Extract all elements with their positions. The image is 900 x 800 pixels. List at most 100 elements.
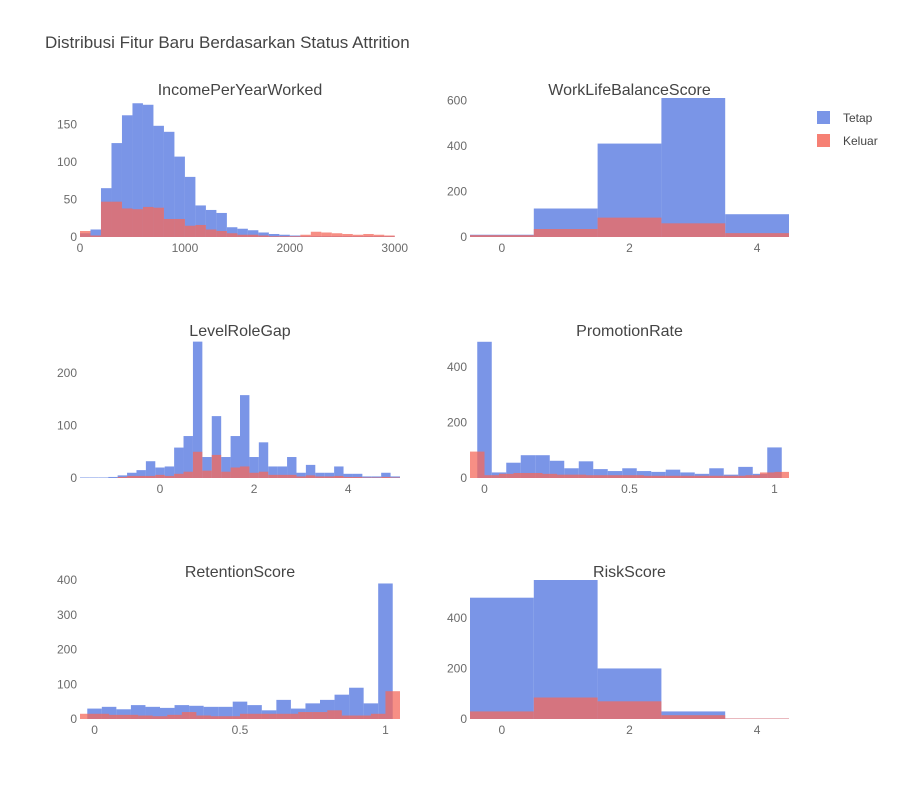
histogram-bar[interactable]	[249, 472, 259, 478]
histogram-bar[interactable]	[184, 176, 196, 237]
histogram-bar[interactable]	[164, 475, 175, 478]
histogram-bar[interactable]	[127, 472, 137, 478]
histogram-bar[interactable]	[205, 209, 217, 237]
histogram-bar[interactable]	[343, 476, 353, 478]
histogram-bar[interactable]	[661, 715, 726, 719]
histogram-bar[interactable]	[327, 710, 342, 719]
histogram-bar[interactable]	[221, 457, 231, 478]
histogram-bar[interactable]	[477, 341, 492, 478]
histogram-bar[interactable]	[268, 236, 280, 237]
histogram-bar[interactable]	[324, 472, 335, 478]
histogram-bar[interactable]	[381, 476, 391, 478]
histogram-bar[interactable]	[226, 227, 238, 237]
histogram-bar[interactable]	[142, 206, 154, 237]
histogram-bar[interactable]	[155, 474, 165, 478]
histogram-bar[interactable]	[183, 436, 193, 478]
histogram-bar[interactable]	[174, 218, 185, 237]
histogram-bar[interactable]	[520, 455, 536, 478]
histogram-bar[interactable]	[725, 214, 789, 237]
histogram-bar[interactable]	[597, 701, 662, 719]
histogram-bar[interactable]	[100, 201, 112, 237]
histogram-bar[interactable]	[731, 475, 746, 478]
histogram-bar[interactable]	[258, 232, 269, 237]
histogram-bar[interactable]	[651, 471, 666, 478]
histogram-bar[interactable]	[90, 229, 101, 237]
histogram-bar[interactable]	[305, 475, 316, 478]
histogram-bar[interactable]	[745, 475, 761, 478]
histogram-bar[interactable]	[363, 233, 374, 237]
histogram-bar[interactable]	[117, 475, 128, 478]
histogram-bar[interactable]	[195, 205, 206, 237]
histogram-bar[interactable]	[296, 476, 306, 478]
histogram-bar[interactable]	[289, 236, 301, 237]
histogram-bar[interactable]	[109, 714, 124, 719]
histogram-bar[interactable]	[384, 235, 395, 237]
histogram-bar[interactable]	[315, 476, 325, 478]
legend-item-keluar[interactable]: Keluar	[817, 129, 878, 152]
histogram-bar[interactable]	[283, 713, 299, 719]
histogram-bar[interactable]	[163, 131, 175, 237]
histogram-bar[interactable]	[341, 715, 357, 719]
histogram-bar[interactable]	[470, 597, 534, 719]
histogram-bar[interactable]	[321, 232, 332, 237]
histogram-bar[interactable]	[225, 716, 240, 719]
histogram-bar[interactable]	[661, 223, 726, 237]
histogram-bar[interactable]	[378, 583, 393, 719]
histogram-bar[interactable]	[549, 460, 565, 478]
histogram-bar[interactable]	[202, 470, 212, 478]
histogram-bar[interactable]	[202, 457, 212, 478]
histogram-bar[interactable]	[195, 224, 206, 237]
histogram-bar[interactable]	[211, 416, 222, 478]
histogram-bar[interactable]	[138, 715, 153, 719]
histogram-bar[interactable]	[94, 713, 110, 719]
histogram-bar[interactable]	[296, 472, 306, 478]
histogram-bar[interactable]	[127, 475, 137, 478]
histogram-bar[interactable]	[362, 476, 372, 478]
histogram-bar[interactable]	[216, 230, 227, 237]
histogram-bar[interactable]	[230, 436, 240, 478]
histogram-bar[interactable]	[247, 234, 259, 237]
histogram-bar[interactable]	[578, 461, 594, 478]
histogram-bar[interactable]	[249, 457, 259, 478]
histogram-bar[interactable]	[716, 475, 732, 478]
histogram-bar[interactable]	[615, 475, 630, 478]
histogram-bar[interactable]	[111, 201, 122, 237]
histogram-bar[interactable]	[132, 209, 143, 237]
legend-item-tetap[interactable]: Tetap	[817, 106, 878, 129]
histogram-bar[interactable]	[352, 476, 363, 478]
histogram-bar[interactable]	[629, 475, 645, 478]
histogram-bar[interactable]	[268, 466, 278, 478]
histogram-bar[interactable]	[709, 468, 724, 478]
histogram-bar[interactable]	[381, 472, 391, 478]
histogram-bar[interactable]	[343, 473, 353, 478]
histogram-bar[interactable]	[702, 475, 717, 478]
histogram-bar[interactable]	[160, 707, 175, 719]
histogram-bar[interactable]	[557, 474, 572, 478]
histogram-bar[interactable]	[121, 208, 133, 237]
histogram-bar[interactable]	[277, 474, 288, 478]
histogram-bar[interactable]	[108, 476, 118, 478]
histogram-bar[interactable]	[145, 461, 156, 478]
histogram-bar[interactable]	[98, 477, 109, 478]
histogram-bar[interactable]	[210, 716, 226, 719]
histogram-bar[interactable]	[279, 234, 290, 237]
histogram-bar[interactable]	[268, 474, 278, 478]
histogram-bar[interactable]	[342, 233, 353, 237]
histogram-bar[interactable]	[370, 713, 386, 719]
histogram-bar[interactable]	[174, 473, 184, 478]
histogram-bar[interactable]	[680, 472, 695, 478]
histogram-bar[interactable]	[155, 467, 165, 478]
histogram-bar[interactable]	[513, 472, 529, 478]
histogram-bar[interactable]	[312, 712, 328, 719]
histogram-bar[interactable]	[117, 476, 128, 478]
histogram-bar[interactable]	[738, 466, 753, 478]
histogram-bar[interactable]	[230, 467, 240, 478]
histogram-bar[interactable]	[237, 228, 248, 237]
histogram-bar[interactable]	[300, 234, 311, 237]
histogram-bar[interactable]	[499, 473, 514, 478]
histogram-bar[interactable]	[240, 395, 250, 478]
histogram-bar[interactable]	[371, 476, 382, 478]
histogram-bar[interactable]	[226, 233, 238, 237]
histogram-bar[interactable]	[687, 475, 703, 478]
histogram-bar[interactable]	[80, 230, 91, 237]
